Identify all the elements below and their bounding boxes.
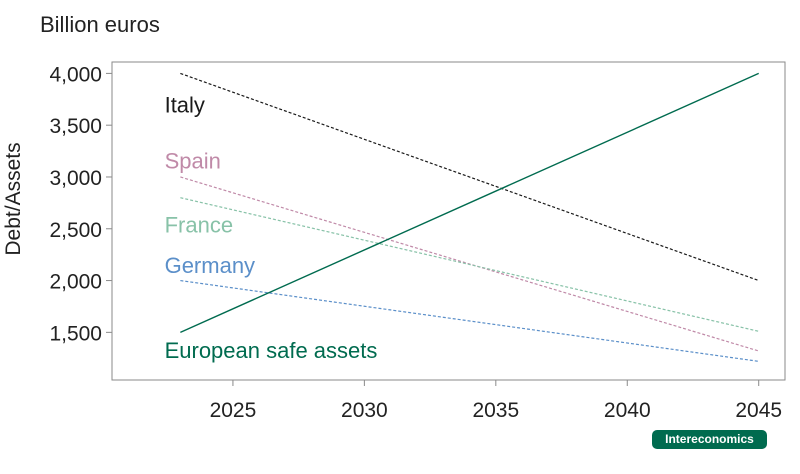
series-labels: Italy Spain France Germany European safe ass… <box>165 92 378 362</box>
units-label: Billion euros <box>40 12 160 37</box>
series-lines <box>180 72 759 362</box>
series-line-france <box>180 197 759 332</box>
y-axis-label: Debt/Assets <box>2 142 25 255</box>
series-line-european-safe-assets <box>180 72 759 333</box>
x-tick-label: 2030 <box>341 399 388 422</box>
intereconomics-badge[interactable]: Intereconomics <box>652 430 767 449</box>
series-label-germany: Germany <box>165 253 255 278</box>
plot-frame <box>111 61 786 381</box>
series-line-germany <box>180 279 759 362</box>
y-tick-label: 3,500 <box>49 115 102 138</box>
y-tick-label: 2,500 <box>49 219 102 242</box>
x-tick-label: 2035 <box>472 399 519 422</box>
series-label-france: France <box>165 213 233 238</box>
series-line-italy <box>180 72 759 282</box>
y-axis-ticks: 1,500 2,000 2,500 3,000 3,500 4,000 <box>49 63 112 345</box>
x-axis-ticks: 2025 2030 2035 2040 2045 <box>210 380 782 422</box>
y-tick-label: 3,000 <box>49 167 102 190</box>
x-tick-label: 2025 <box>210 399 257 422</box>
y-tick-label: 4,000 <box>49 63 102 86</box>
x-tick-label: 2040 <box>604 399 651 422</box>
series-label-spain: Spain <box>165 148 221 173</box>
y-tick-label: 1,500 <box>49 322 102 345</box>
series-label-italy: Italy <box>165 92 205 117</box>
y-tick-label: 2,000 <box>49 271 102 294</box>
x-tick-label: 2045 <box>735 399 782 422</box>
series-label-european-safe-assets: European safe assets <box>165 338 378 363</box>
